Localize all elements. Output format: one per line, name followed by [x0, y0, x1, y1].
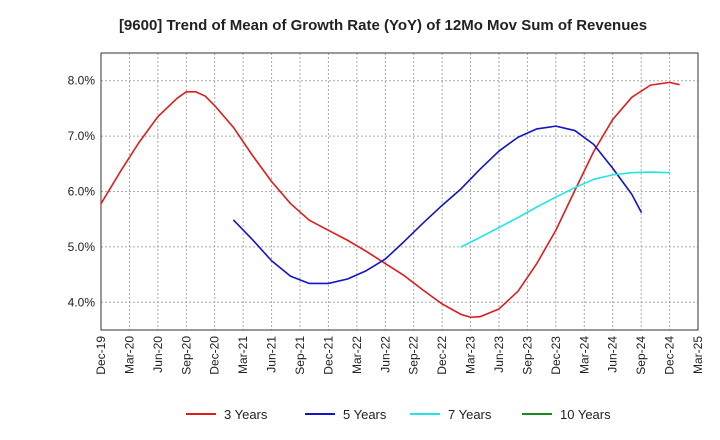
legend-label: 7 Years: [448, 407, 492, 422]
legend-label: 3 Years: [224, 407, 268, 422]
x-tick-label: Mar-21: [236, 336, 250, 374]
x-tick-label: Dec-23: [549, 336, 563, 375]
x-tick-label: Sep-23: [520, 336, 534, 375]
series-lines: [100, 81, 680, 319]
x-tick-label: Dec-21: [321, 336, 335, 375]
x-tick-label: Jun-24: [606, 336, 620, 373]
x-tick-label: Dec-22: [435, 336, 449, 375]
y-tick-label: 8.0%: [68, 74, 96, 88]
x-tick-label: Sep-24: [634, 336, 648, 375]
x-tick-label: Sep-20: [179, 336, 193, 375]
x-tick-label: Sep-21: [293, 336, 307, 375]
x-tick-label: Jun-23: [492, 336, 506, 373]
x-tick-label: Mar-25: [691, 336, 705, 374]
legend-entry: 10 Years: [522, 407, 611, 422]
legend-entry: 5 Years: [305, 407, 387, 422]
legend-label: 10 Years: [560, 407, 611, 422]
x-tick-label: Mar-20: [122, 336, 136, 374]
x-tick-label: Mar-24: [577, 336, 591, 374]
y-tick-label: 7.0%: [68, 129, 96, 143]
x-tick-label: Mar-22: [350, 336, 364, 374]
x-axis-tick-labels: Dec-19 Mar-20 Jun-20 Sep-20 Dec-20 Mar-21 Jun-…: [94, 336, 705, 375]
series-line-5-years: [232, 125, 642, 285]
x-tick-label: Jun-22: [378, 336, 392, 373]
y-tick-label: 6.0%: [68, 185, 96, 199]
y-tick-label: 4.0%: [68, 295, 96, 309]
x-tick-label: Dec-24: [663, 336, 677, 375]
x-tick-label: Sep-22: [407, 336, 421, 375]
x-tick-label: Dec-20: [208, 336, 222, 375]
legend-label: 5 Years: [343, 407, 387, 422]
legend: 3 Years 5 Years 7 Years 10 Years: [186, 407, 611, 422]
x-tick-label: Jun-20: [151, 336, 165, 373]
series-line-3-years: [100, 81, 680, 319]
plot-area-frame: [100, 52, 699, 331]
legend-entry: 7 Years: [410, 407, 492, 422]
y-tick-label: 5.0%: [68, 240, 96, 254]
chart-title: [9600] Trend of Mean of Growth Rate (YoY…: [119, 17, 647, 34]
legend-entry: 3 Years: [186, 407, 268, 422]
series-line-7-years: [460, 171, 671, 248]
grid-lines: [100, 53, 699, 330]
x-tick-label: Dec-19: [94, 336, 108, 375]
y-axis-tick-labels: 4.0% 5.0% 6.0% 7.0% 8.0%: [68, 74, 96, 310]
x-tick-label: Jun-21: [265, 336, 279, 373]
x-tick-label: Mar-23: [464, 336, 478, 374]
